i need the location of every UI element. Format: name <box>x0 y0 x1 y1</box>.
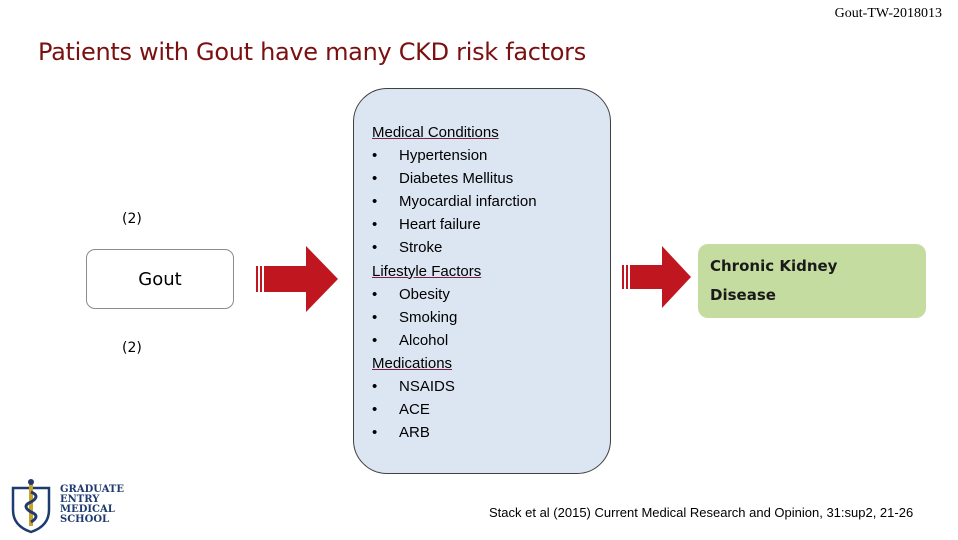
logo-line-3: MEDICAL <box>60 504 115 515</box>
risk-factor-label: ARB <box>399 424 430 442</box>
risk-factor-item: • Hypertension <box>372 144 537 167</box>
crest-icon <box>11 479 51 534</box>
ckd-line-1: Chronic Kidney <box>710 257 838 275</box>
bullet-mark: • <box>372 331 378 349</box>
document-id: Gout-TW-2018013 <box>834 6 942 21</box>
risk-factor-label: Myocardial infarction <box>399 193 537 211</box>
risk-factor-label: Obesity <box>399 285 450 303</box>
bullet-mark: • <box>372 170 378 188</box>
risk-factor-item: • Alcohol <box>372 329 537 352</box>
bullet-mark: • <box>372 401 378 419</box>
citation: Stack et al (2015) Current Medical Resea… <box>489 505 914 520</box>
logo-line-2: ENTRY <box>60 494 100 505</box>
bullet-mark: • <box>372 216 378 234</box>
risk-factor-label: Alcohol <box>399 331 449 349</box>
bullet-mark: • <box>372 285 378 303</box>
risk-group-heading: Lifestyle Factors <box>372 262 482 280</box>
bullet-mark: • <box>372 308 378 326</box>
risk-factors-list: Medical Conditions • Hypertension • Diabetes… <box>372 121 537 444</box>
risk-factor-item: • Diabetes Mellitus <box>372 167 537 190</box>
slide-title: Patients with Gout have many CKD risk fa… <box>38 38 586 66</box>
gout-box: Gout <box>86 249 234 309</box>
risk-group-heading: Medical Conditions <box>372 124 499 141</box>
risk-factor-item: • NSAIDS <box>372 375 537 398</box>
reference-mark-top: (2) <box>122 211 142 227</box>
bullet-mark: • <box>372 378 378 396</box>
bullet-mark: • <box>372 147 378 165</box>
ckd-line-2: Disease <box>710 286 776 304</box>
risk-group-heading: Medications <box>372 354 453 372</box>
risk-factor-label: NSAIDS <box>399 378 455 396</box>
risk-factor-item: • Obesity <box>372 283 537 306</box>
logo-line-1: GRADUATE <box>60 484 124 495</box>
risk-factors-box <box>353 88 611 474</box>
logo-line-4: SCHOOL <box>60 514 110 525</box>
arrow-risk-factors-to-ckd <box>622 246 691 308</box>
risk-factor-label: Hypertension <box>399 147 488 165</box>
risk-factor-label: ACE <box>399 401 430 419</box>
risk-factor-label: Heart failure <box>399 216 481 234</box>
risk-factor-item: • ACE <box>372 398 537 421</box>
ckd-outcome-box: Chronic Kidney Disease <box>698 244 926 318</box>
risk-factor-item: • Heart failure <box>372 213 537 236</box>
bullet-mark: • <box>372 239 378 257</box>
risk-factor-item: • Stroke <box>372 236 537 259</box>
risk-factor-item: • Myocardial infarction <box>372 190 537 213</box>
bullet-mark: • <box>372 193 378 211</box>
gout-label: Gout <box>138 268 182 290</box>
risk-factor-item: • Smoking <box>372 306 537 329</box>
risk-factor-label: Smoking <box>399 308 458 326</box>
risk-factor-label: Stroke <box>399 239 443 257</box>
risk-factor-label: Diabetes Mellitus <box>399 170 514 188</box>
reference-mark-bottom: (2) <box>122 340 142 356</box>
arrow-gout-to-risk-factors <box>256 246 338 312</box>
bullet-mark: • <box>372 424 378 442</box>
risk-factor-item: • ARB <box>372 421 537 444</box>
school-logo: GRADUATE ENTRY MEDICAL SCHOOL <box>8 476 124 534</box>
